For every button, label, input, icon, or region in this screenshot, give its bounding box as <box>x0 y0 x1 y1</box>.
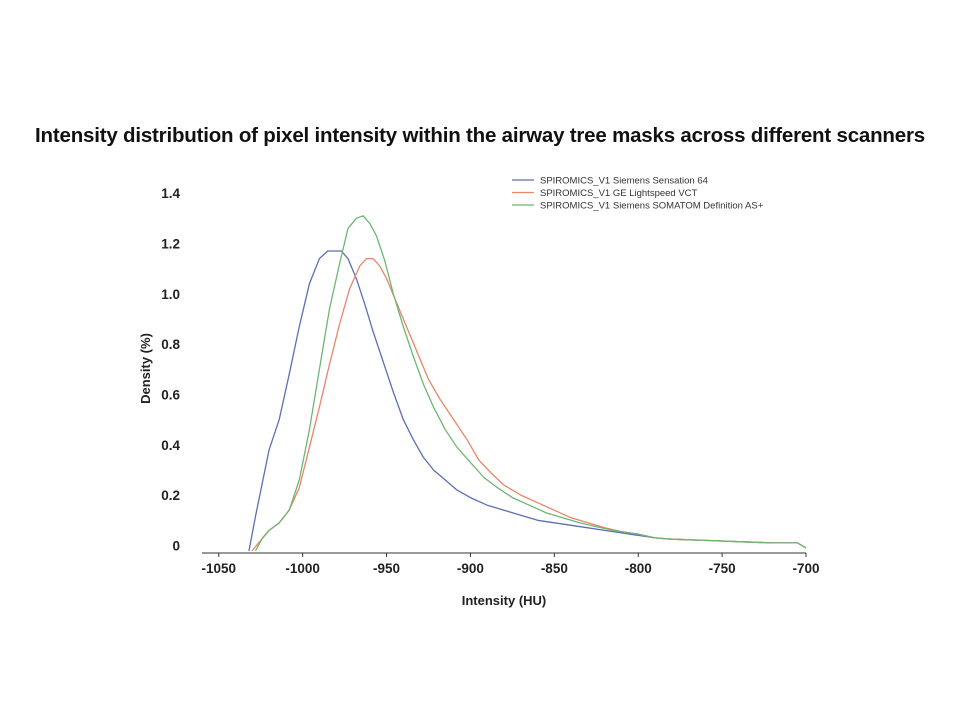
legend-label: SPIROMICS_V1 Siemens SOMATOM Definition … <box>540 201 764 212</box>
y-tick-label: 0.4 <box>161 438 180 453</box>
y-tick-label: 1.0 <box>161 287 180 302</box>
x-axis-label: Intensity (HU) <box>462 593 547 608</box>
x-tick-label: -750 <box>709 561 736 576</box>
x-tick-label: -800 <box>625 561 652 576</box>
y-tick-label: 0.8 <box>161 337 180 352</box>
series-line-2 <box>251 257 806 552</box>
y-tick-label: 0 <box>172 538 180 553</box>
y-tick-label: 1.4 <box>161 186 180 201</box>
x-axis: -1050 -1000 -950 -900 -850 -800 -750 -700 <box>202 552 820 576</box>
y-tick-label: 1.2 <box>161 236 180 251</box>
series-line-1 <box>248 250 806 552</box>
legend-label: SPIROMICS_V1 Siemens Sensation 64 <box>540 176 708 187</box>
legend-label: SPIROMICS_V1 GE Lightspeed VCT <box>540 188 698 199</box>
y-axis-label: Density (%) <box>138 333 153 404</box>
x-tick-label: -950 <box>373 561 400 576</box>
y-tick-label: 0.2 <box>161 488 180 503</box>
series-lines <box>248 215 806 552</box>
legend: SPIROMICS_V1 Siemens Sensation 64SPIROMI… <box>512 176 764 212</box>
x-tick-label: -700 <box>792 561 819 576</box>
y-axis: 0 0.2 0.4 0.6 0.8 1.0 1.2 1.4 <box>161 186 180 553</box>
x-tick-label: -900 <box>457 561 484 576</box>
chart-title: Intensity distribution of pixel intensit… <box>35 124 925 147</box>
y-tick-label: 0.6 <box>161 387 180 402</box>
series-line-3 <box>255 215 806 552</box>
x-tick-label: -850 <box>541 561 568 576</box>
x-tick-label: -1050 <box>202 561 237 576</box>
x-tick-label: -1000 <box>285 561 320 576</box>
